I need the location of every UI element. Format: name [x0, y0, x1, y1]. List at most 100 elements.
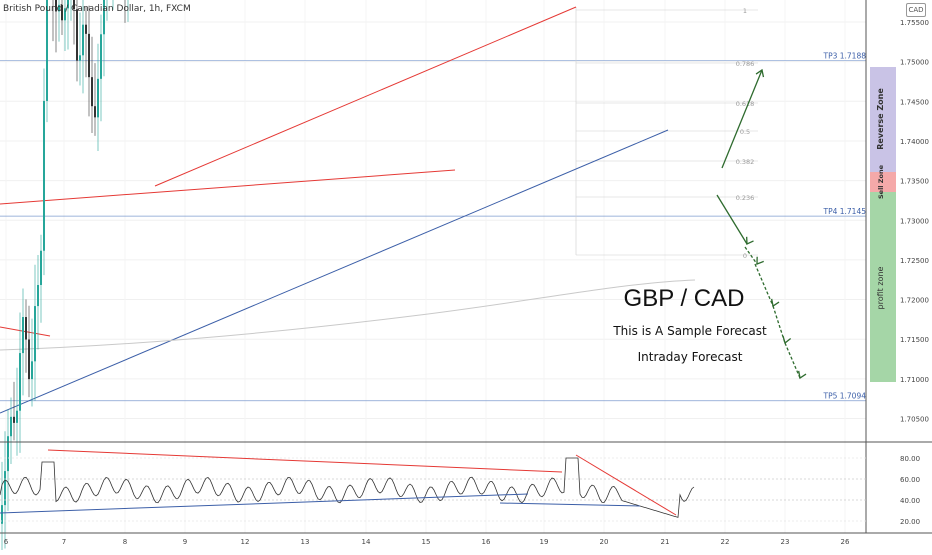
time-tick: 8 — [123, 538, 127, 546]
candle-body — [67, 0, 69, 9]
fib-label: 1 — [743, 7, 747, 15]
fib-label: 0.382 — [736, 158, 755, 166]
candle-body — [55, 0, 57, 12]
chart-title: British Pound / Canadian Dollar, 1h, FXC… — [3, 4, 191, 14]
candle-body — [25, 317, 27, 340]
profit-zone-box — [870, 192, 896, 382]
arrow-head — [756, 256, 764, 265]
price-tick: 1.72500 — [900, 257, 929, 265]
arrow-head — [798, 370, 807, 380]
moving-average — [0, 279, 696, 351]
price-tick: 1.71500 — [900, 336, 929, 344]
fib-label: 0.618 — [736, 100, 755, 108]
candle-body — [22, 317, 24, 354]
arrow-head — [771, 298, 780, 308]
arrow-head — [755, 68, 765, 78]
time-tick: 13 — [301, 538, 310, 546]
candle-body — [34, 306, 36, 362]
candle-body — [1, 505, 3, 524]
candle-body — [58, 4, 60, 12]
candle-body — [10, 416, 12, 437]
time-tick: 6 — [4, 538, 9, 546]
candle-body — [76, 9, 78, 61]
time-tick: 22 — [721, 538, 730, 546]
rsi-blue-trend — [0, 493, 529, 514]
price-tick: 1.72000 — [900, 297, 929, 305]
price-tick: 1.73500 — [900, 178, 929, 186]
candle-body — [94, 106, 96, 118]
sell-zone-box — [870, 172, 896, 192]
forecast-line-1: This is A Sample Forecast — [612, 324, 767, 338]
forecast-line-2: Intraday Forecast — [638, 350, 743, 364]
candle-body — [88, 33, 90, 78]
candle-body — [103, 0, 105, 35]
candle-body — [46, 0, 48, 101]
rsi-tick: 80.00 — [900, 455, 920, 463]
candle-body — [100, 34, 102, 79]
candle-body — [28, 339, 30, 380]
candle-body — [61, 4, 63, 21]
candle-body — [4, 471, 6, 506]
time-tick: 23 — [781, 538, 790, 546]
candle-body — [37, 284, 39, 307]
fib-label: 0.5 — [740, 128, 750, 136]
rsi-line — [0, 457, 695, 518]
time-tick: 16 — [482, 538, 491, 546]
level-label: TP4 1.7145 — [822, 207, 866, 216]
price-tick: 1.71000 — [900, 376, 929, 384]
price-tick: 1.74000 — [900, 138, 929, 146]
sell-zone-label: Sell Zone — [877, 164, 885, 199]
rsi-tick: 40.00 — [900, 497, 920, 505]
time-tick: 21 — [661, 538, 670, 546]
rsi-red-trend — [47, 449, 563, 473]
candle-body — [19, 353, 21, 411]
arrow-head — [746, 236, 754, 246]
profit-zone-label: profit zone — [876, 266, 885, 309]
fib-label: 0.786 — [736, 60, 755, 68]
time-tick: 19 — [540, 538, 549, 546]
forecast-arrow — [744, 246, 758, 265]
red-channel-top — [154, 6, 577, 187]
fib-label: 0.236 — [736, 194, 755, 202]
candle-body — [79, 55, 81, 61]
candle-body — [16, 410, 18, 423]
candle-body — [43, 100, 45, 251]
price-tick: 1.74500 — [900, 98, 929, 106]
time-tick: 26 — [841, 538, 850, 546]
rsi-tick: 20.00 — [900, 518, 920, 526]
time-tick: 9 — [183, 538, 187, 546]
candle-body — [64, 8, 66, 21]
red-trendline — [0, 169, 456, 205]
price-tick: 1.75000 — [900, 59, 929, 67]
time-tick: 15 — [422, 538, 431, 546]
time-tick: 20 — [600, 538, 609, 546]
forecast-arrow — [784, 342, 801, 379]
candle-body — [31, 361, 33, 380]
forecast-arrow — [721, 69, 763, 169]
forecast-arrow — [716, 194, 748, 245]
time-tick: 14 — [362, 538, 371, 546]
candle-body — [82, 24, 84, 56]
candle-body — [91, 77, 93, 107]
candle-body — [40, 250, 42, 285]
time-tick: 12 — [241, 538, 250, 546]
forecast-arrow — [754, 263, 774, 307]
rsi-blue-trend-2 — [499, 502, 641, 507]
rsi-tick: 60.00 — [900, 476, 920, 484]
candle-body — [73, 0, 75, 10]
currency-badge[interactable]: CAD — [906, 3, 926, 17]
time-tick: 7 — [62, 538, 66, 546]
candle-body — [85, 24, 87, 34]
rsi-red-trend-2 — [575, 454, 677, 516]
blue-trendline — [0, 129, 669, 414]
reverse-zone-label: Reverse Zone — [876, 88, 885, 150]
candle-body — [13, 416, 15, 423]
price-tick: 1.75500 — [900, 19, 929, 27]
candle-body — [7, 436, 9, 472]
fib-label: 0 — [743, 252, 747, 260]
reverse-zone-box — [870, 67, 896, 172]
candle-body — [97, 78, 99, 118]
pair-title: GBP / CAD — [624, 285, 745, 312]
